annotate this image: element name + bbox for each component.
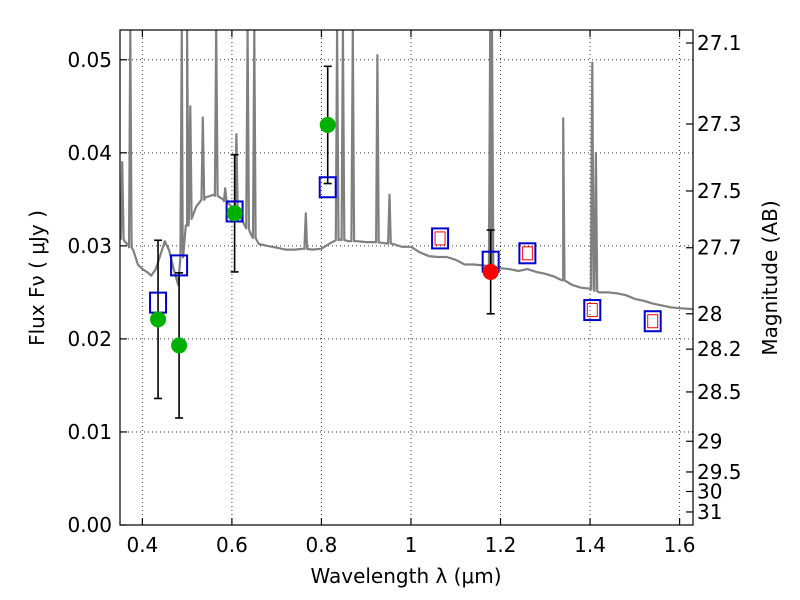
observed-point [150, 311, 167, 328]
spectrum-path [120, 30, 693, 311]
model-square-blue [225, 200, 244, 223]
plot-frame [119, 29, 694, 526]
x-tick-label: 0.6 [216, 533, 248, 557]
model-square-blue [518, 242, 537, 265]
y2-tick-label: 29.5 [697, 460, 742, 484]
x-axis-label: Wavelength λ (μm) [310, 564, 501, 588]
y2-tick-label: 27.3 [697, 112, 742, 136]
y-tick-label: 0.05 [67, 48, 112, 72]
y2-tick-label: 27.7 [697, 236, 742, 260]
y2-tick-label: 27.1 [697, 31, 742, 55]
model-square-red [434, 231, 446, 246]
observed-point [482, 263, 499, 280]
observed-point [319, 116, 336, 133]
y-tick-label: 0.01 [67, 420, 112, 444]
y2-tick-label: 28.2 [697, 337, 742, 361]
y-tick-label: 0.03 [67, 234, 112, 258]
y2-tick-label: 28.5 [697, 380, 742, 404]
grid-lines [120, 30, 693, 525]
x-tick-label: 1.6 [664, 533, 696, 557]
y-tick-label: 0.00 [67, 513, 112, 537]
y2-axis-label: Magnitude (AB) [758, 200, 782, 355]
y2-tick-label: 28 [697, 302, 722, 326]
model-square-blue [583, 299, 602, 322]
axis-ticks: 0.4 0.6 0.8 1 1.2 1.4 1.6 0.00 0.01 0.02 0.03 0.04 0… [67, 30, 742, 557]
model-square-blue [170, 254, 189, 277]
x-tick-label: 1.2 [485, 533, 517, 557]
model-square-red [586, 303, 598, 318]
y2-tick-label: 29 [697, 429, 722, 453]
model-square-blue [318, 176, 337, 199]
x-tick-label: 0.8 [306, 533, 338, 557]
observed-point [171, 337, 188, 354]
error-bars [154, 65, 495, 419]
y-axis-label: Flux Fν ( μJy ) [25, 210, 49, 346]
spectrum-line [120, 30, 693, 311]
y-tick-label: 0.04 [67, 141, 112, 165]
markers [149, 116, 662, 354]
y2-tick-label: 31 [697, 500, 722, 524]
x-tick-label: 1.4 [574, 533, 606, 557]
y-tick-label: 0.02 [67, 327, 112, 351]
model-square-blue [643, 310, 662, 333]
model-square-red [647, 314, 659, 329]
x-tick-label: 1 [405, 533, 418, 557]
model-square-blue [431, 227, 450, 250]
x-tick-label: 0.4 [126, 533, 158, 557]
model-square-red [521, 246, 533, 261]
y2-tick-label: 27.5 [697, 179, 742, 203]
y2-tick-label: 30 [697, 480, 722, 504]
observed-point [226, 205, 243, 222]
